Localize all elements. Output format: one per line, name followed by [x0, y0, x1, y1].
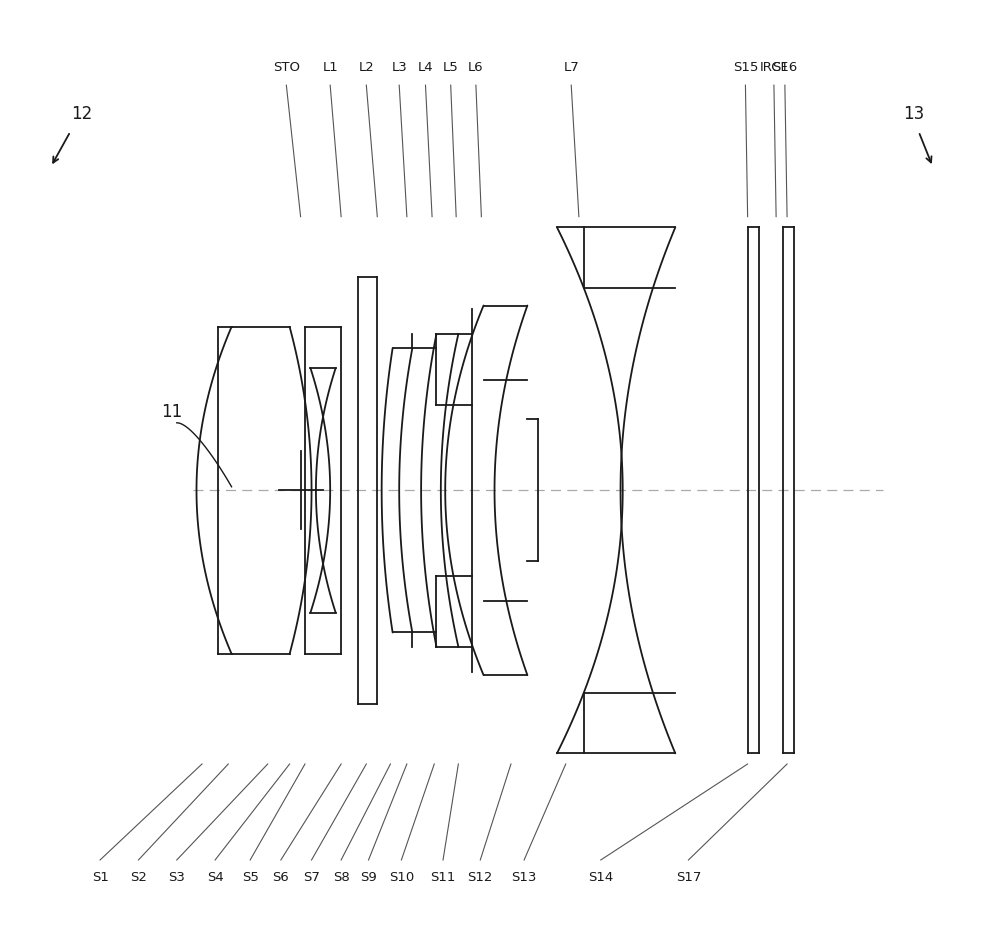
Text: S12: S12	[468, 870, 493, 884]
Text: S11: S11	[430, 870, 456, 884]
Text: IRCF: IRCF	[759, 62, 788, 74]
Text: S8: S8	[333, 870, 350, 884]
Text: S9: S9	[360, 870, 377, 884]
Text: S3: S3	[168, 870, 185, 884]
Text: S10: S10	[389, 870, 414, 884]
Text: L2: L2	[358, 62, 374, 74]
Text: S5: S5	[242, 870, 259, 884]
Text: S1: S1	[92, 870, 109, 884]
Text: S7: S7	[303, 870, 320, 884]
Text: S6: S6	[272, 870, 289, 884]
Text: S4: S4	[207, 870, 223, 884]
Text: 11: 11	[161, 403, 182, 421]
Text: L7: L7	[563, 62, 579, 74]
Text: L3: L3	[391, 62, 407, 74]
Text: L6: L6	[468, 62, 484, 74]
Text: STO: STO	[273, 62, 300, 74]
Text: 13: 13	[904, 104, 925, 123]
Text: 12: 12	[71, 104, 92, 123]
Text: S16: S16	[772, 62, 798, 74]
Text: S14: S14	[588, 870, 613, 884]
Text: S17: S17	[676, 870, 701, 884]
Text: S15: S15	[733, 62, 758, 74]
Text: L4: L4	[418, 62, 433, 74]
Text: S2: S2	[130, 870, 147, 884]
Text: S13: S13	[511, 870, 537, 884]
Text: L5: L5	[443, 62, 459, 74]
Text: L1: L1	[322, 62, 338, 74]
